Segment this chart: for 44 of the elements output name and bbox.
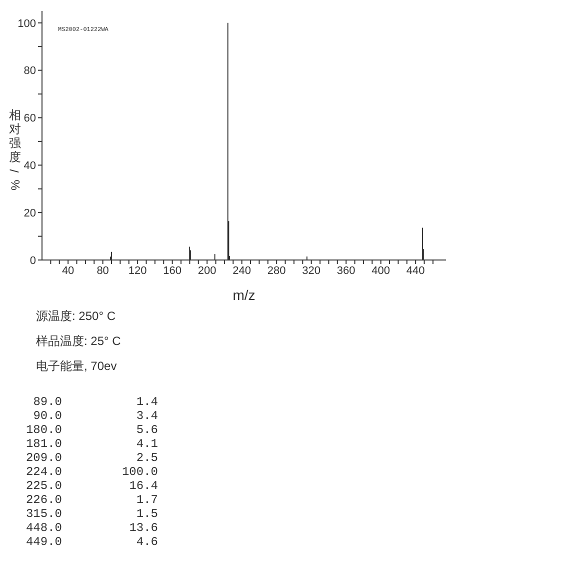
y-tick-label: 40: [24, 160, 36, 172]
text: 1.5: [135, 507, 158, 521]
x-tick-label: 400: [372, 264, 390, 277]
text: 13.6: [128, 521, 158, 535]
text: 90.0: [32, 409, 62, 423]
text: 2.5: [135, 451, 158, 465]
y-tick-label: 60: [24, 112, 36, 125]
x-tick-label: 360: [336, 264, 356, 277]
y-tick-label: 100: [18, 18, 36, 30]
text: 电子能量, 70ev: [36, 358, 118, 375]
y-tick-label: 20: [24, 207, 36, 220]
y-tick-label: 80: [24, 65, 36, 78]
y-axis-title: 相对强度/%: [8, 108, 22, 190]
x-axis-title: m/z: [232, 287, 256, 303]
text: 224.0: [24, 465, 62, 479]
text: 89.0: [32, 395, 62, 409]
text: 4.6: [135, 535, 158, 549]
x-tick-label: 320: [302, 264, 321, 277]
text: 样品温度: 25° C: [36, 333, 122, 350]
x-tick-label: 280: [267, 264, 286, 277]
text: 181.0: [24, 437, 62, 451]
text: 180.0: [24, 423, 62, 437]
text: 1.7: [135, 493, 158, 507]
x-tick-label: 240: [232, 264, 252, 277]
x-tick-label: 120: [128, 264, 147, 277]
x-tick-label: 440: [406, 264, 425, 277]
text: 4.1: [135, 437, 158, 451]
text: 1.4: [135, 395, 158, 409]
y-tick-label: 0: [30, 254, 36, 267]
text: 448.0: [24, 521, 62, 535]
x-tick-label: 160: [163, 264, 182, 277]
text: 226.0: [24, 493, 62, 507]
text: 100.0: [120, 465, 158, 479]
x-tick-label: 80: [96, 264, 109, 277]
text: 209.0: [24, 451, 62, 465]
x-tick-label: 40: [62, 264, 74, 277]
text: 源温度: 250° C: [36, 308, 116, 325]
text: 16.4: [128, 479, 158, 493]
x-tick-label: 200: [198, 264, 216, 277]
text: 225.0: [24, 479, 62, 493]
text: 5.6: [135, 423, 158, 437]
text: 3.4: [135, 409, 158, 423]
text: 449.0: [24, 535, 62, 549]
text: 315.0: [24, 507, 62, 521]
